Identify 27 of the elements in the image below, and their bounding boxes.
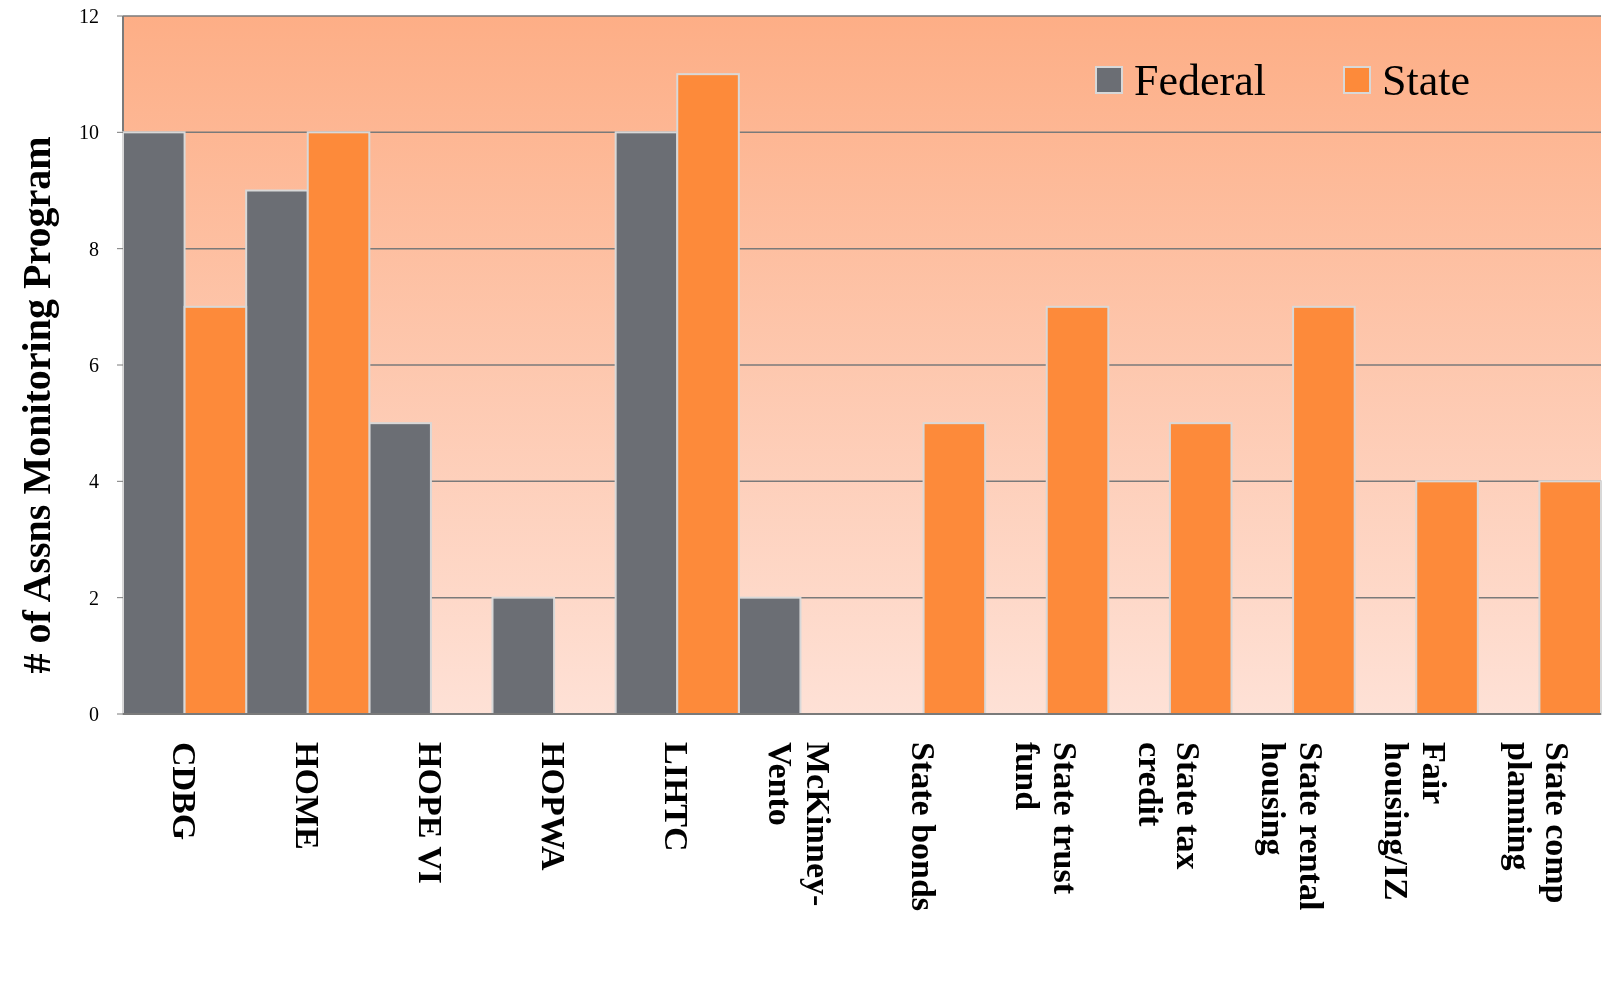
y-tick-label: 12 — [79, 5, 99, 27]
legend-label: Federal — [1134, 56, 1266, 106]
bar — [922, 422, 987, 715]
bar — [491, 596, 556, 715]
x-tick-label: LIHTC — [658, 742, 696, 852]
bar — [1538, 480, 1602, 715]
bar — [1415, 480, 1479, 715]
y-tick-label: 6 — [89, 354, 99, 376]
y-tick-label: 4 — [89, 470, 99, 493]
x-tick-label: HOPE VI — [411, 742, 449, 885]
x-tick-label: State bonds — [904, 742, 942, 912]
y-tick-label: 2 — [89, 586, 99, 609]
bar — [1168, 422, 1233, 715]
y-tick-label: 8 — [89, 237, 99, 260]
x-tick-label: State rental housing — [1255, 742, 1331, 911]
legend-label: State — [1382, 56, 1470, 106]
bar — [1045, 305, 1110, 715]
y-axis-title: # of Assns Monitoring Program — [14, 136, 59, 674]
x-tick-label: McKinney-Vento — [762, 742, 838, 907]
y-tick-label: 10 — [79, 121, 99, 144]
x-tick-label: CDBG — [165, 742, 203, 841]
y-tick-label: 0 — [89, 703, 99, 725]
x-tick-label: State trust fund — [1008, 742, 1084, 895]
x-tick-label: HOME — [288, 742, 326, 850]
bar — [1292, 305, 1356, 715]
x-tick-label: HOPWA — [535, 742, 573, 871]
x-tick-label: State tax credit — [1131, 742, 1207, 870]
